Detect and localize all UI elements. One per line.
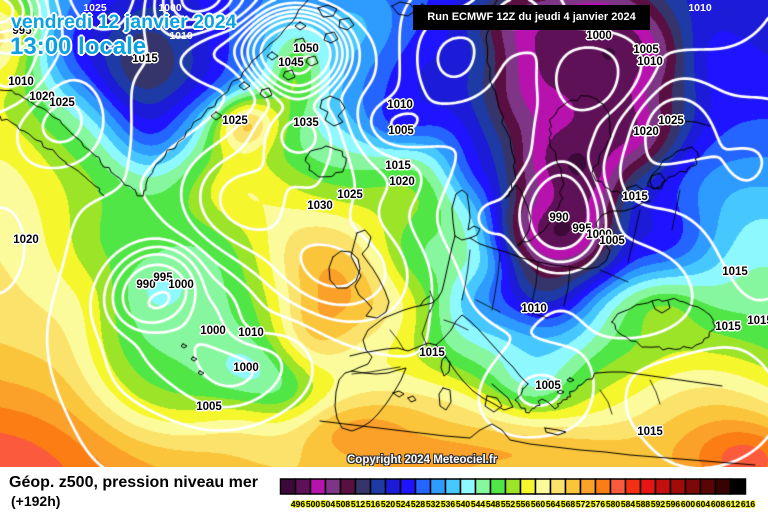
svg-text:536: 536	[441, 499, 455, 509]
svg-text:524: 524	[396, 499, 410, 509]
svg-text:604: 604	[696, 499, 710, 509]
svg-text:616: 616	[741, 499, 755, 509]
svg-text:548: 548	[486, 499, 500, 509]
svg-text:516: 516	[366, 499, 380, 509]
svg-text:584: 584	[621, 499, 635, 509]
svg-text:532: 532	[426, 499, 440, 509]
svg-text:568: 568	[561, 499, 575, 509]
svg-text:596: 596	[666, 499, 680, 509]
svg-text:572: 572	[576, 499, 590, 509]
svg-text:564: 564	[546, 499, 560, 509]
svg-text:560: 560	[531, 499, 545, 509]
svg-text:528: 528	[411, 499, 425, 509]
svg-text:556: 556	[516, 499, 530, 509]
svg-text:580: 580	[606, 499, 620, 509]
svg-text:588: 588	[636, 499, 650, 509]
svg-text:508: 508	[336, 499, 350, 509]
svg-text:592: 592	[651, 499, 665, 509]
svg-text:600: 600	[681, 499, 695, 509]
svg-text:544: 544	[471, 499, 485, 509]
svg-text:512: 512	[351, 499, 365, 509]
svg-text:552: 552	[501, 499, 515, 509]
svg-text:500: 500	[306, 499, 320, 509]
svg-text:496: 496	[291, 499, 305, 509]
svg-text:612: 612	[726, 499, 740, 509]
svg-text:520: 520	[381, 499, 395, 509]
svg-text:540: 540	[456, 499, 470, 509]
svg-text:504: 504	[321, 499, 335, 509]
svg-text:576: 576	[591, 499, 605, 509]
svg-text:608: 608	[711, 499, 725, 509]
